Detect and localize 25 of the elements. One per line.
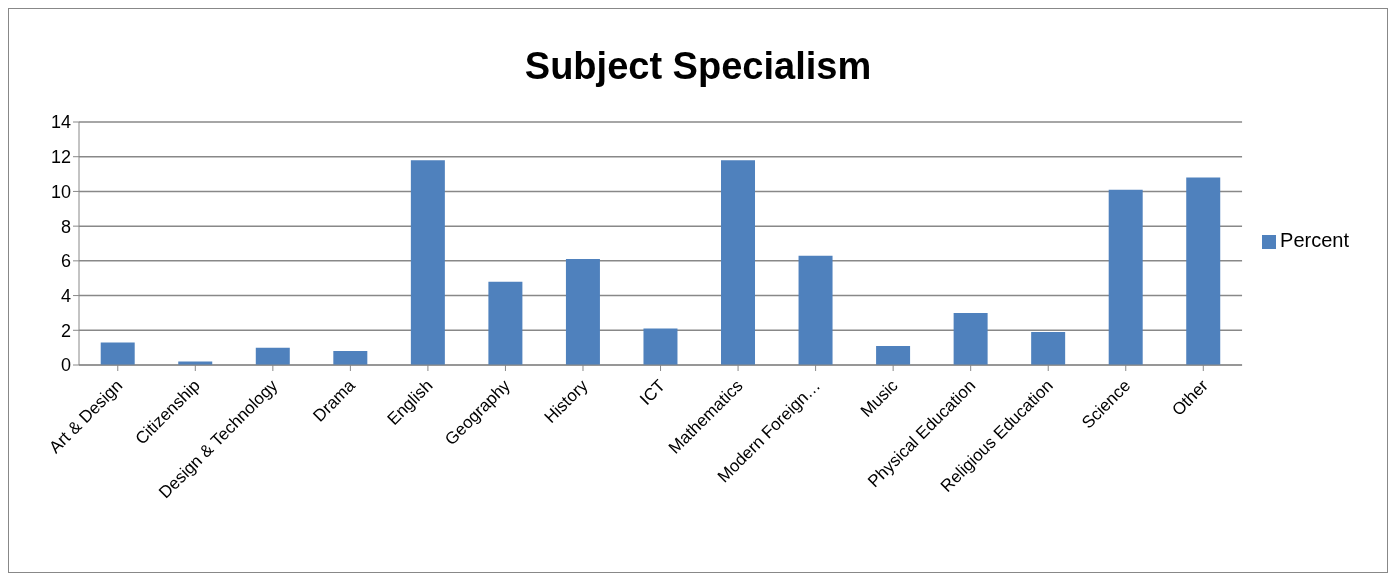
- y-tick-label: 12: [50, 147, 71, 168]
- y-tick-label: 8: [60, 216, 71, 237]
- bar: [488, 281, 523, 365]
- y-tick-label: 14: [50, 112, 71, 133]
- bar: [333, 351, 368, 365]
- bar: [1186, 177, 1221, 365]
- y-tick-label: 0: [60, 355, 71, 376]
- bar: [255, 347, 290, 365]
- y-tick-label: 4: [60, 285, 71, 306]
- bar: [643, 328, 678, 365]
- bar: [953, 312, 988, 365]
- chart-title: Subject Specialism: [523, 45, 873, 89]
- bar: [721, 160, 756, 365]
- y-tick-label: 2: [60, 320, 71, 341]
- x-tick-label: ICT: [636, 376, 670, 409]
- bar: [798, 255, 833, 365]
- bar: [1031, 332, 1066, 365]
- y-tick-label: 10: [50, 181, 71, 202]
- bar: [410, 160, 445, 365]
- legend-label: Percent: [1280, 228, 1349, 251]
- bar: [876, 345, 911, 365]
- bar: [565, 259, 600, 365]
- bar: [100, 342, 135, 365]
- y-tick-label: 6: [60, 251, 71, 272]
- bar: [1108, 189, 1143, 365]
